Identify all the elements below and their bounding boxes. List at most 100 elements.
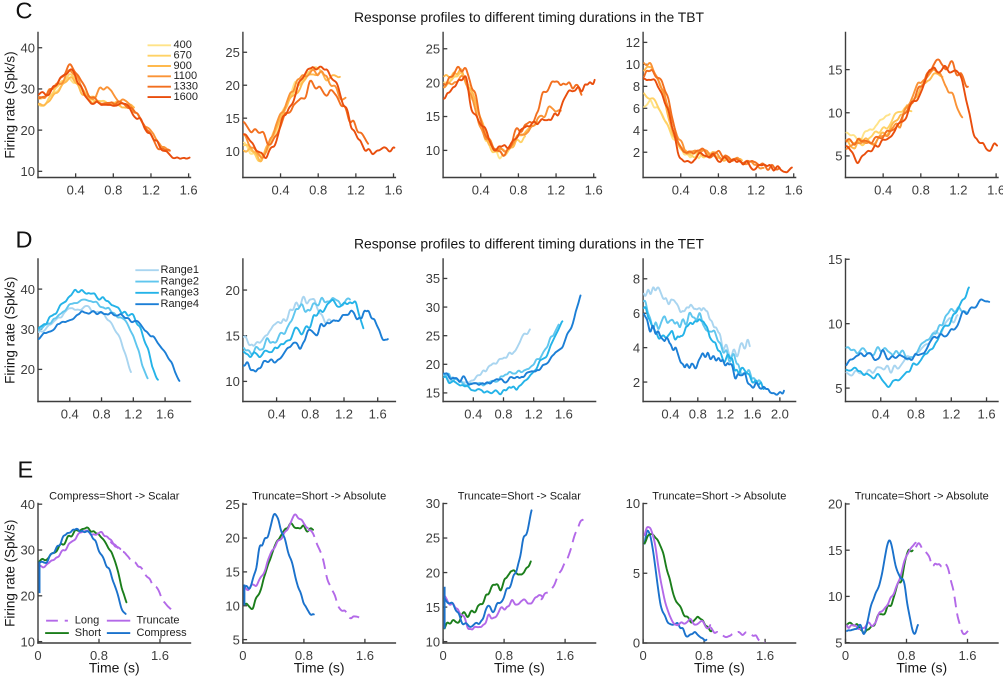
svg-text:10: 10 [225,144,239,159]
svg-text:Firing rate (Spk/s): Firing rate (Spk/s) [2,520,17,627]
svg-text:0.8: 0.8 [495,648,513,663]
svg-text:8: 8 [633,79,640,94]
svg-text:5: 5 [835,381,842,396]
svg-text:8: 8 [633,272,640,287]
svg-text:D: D [16,227,33,253]
svg-text:1.6: 1.6 [585,182,603,197]
svg-text:40: 40 [21,40,35,55]
svg-text:2: 2 [633,375,640,390]
svg-text:1.2: 1.2 [747,182,765,197]
svg-text:Truncate: Truncate [137,615,180,627]
svg-text:Truncate=Short -> Absolute: Truncate=Short -> Absolute [855,490,989,502]
svg-text:20: 20 [21,589,35,604]
svg-text:12: 12 [626,35,640,50]
svg-text:0.8: 0.8 [509,182,527,197]
svg-text:1100: 1100 [174,70,198,82]
svg-text:1.2: 1.2 [347,182,365,197]
svg-text:20: 20 [828,497,842,512]
svg-text:1.2: 1.2 [942,406,960,421]
svg-text:0.8: 0.8 [695,648,713,663]
svg-text:0: 0 [842,648,849,663]
svg-text:20: 20 [21,362,35,377]
svg-text:Truncate=Short -> Scalar: Truncate=Short -> Scalar [458,490,581,502]
svg-text:15: 15 [426,109,440,124]
svg-text:Time (s): Time (s) [294,660,345,676]
svg-text:30: 30 [426,496,440,511]
svg-text:C: C [16,0,33,24]
svg-text:0.8: 0.8 [689,406,707,421]
svg-text:0.8: 0.8 [912,182,930,197]
svg-text:10: 10 [225,374,239,389]
svg-text:0.4: 0.4 [472,182,490,197]
svg-text:Firing rate (Spk/s): Firing rate (Spk/s) [2,277,17,384]
svg-text:15: 15 [225,328,239,343]
svg-text:0.8: 0.8 [907,406,925,421]
svg-text:0.8: 0.8 [301,406,319,421]
svg-text:Range3: Range3 [161,287,200,299]
svg-text:25: 25 [426,328,440,343]
svg-text:0: 0 [639,648,646,663]
svg-text:0.4: 0.4 [464,406,482,421]
svg-text:1330: 1330 [174,81,198,93]
svg-text:15: 15 [426,386,440,401]
svg-text:1.6: 1.6 [356,648,374,663]
svg-text:Time (s): Time (s) [89,660,140,676]
svg-text:Response profiles to different: Response profiles to different timing du… [354,9,705,25]
svg-text:0.4: 0.4 [874,182,892,197]
svg-text:25: 25 [225,45,239,60]
svg-text:30: 30 [21,322,35,337]
svg-text:15: 15 [225,565,239,580]
svg-text:20: 20 [225,78,239,93]
svg-text:4: 4 [633,123,640,138]
svg-text:Range2: Range2 [161,275,200,287]
svg-text:1.2: 1.2 [547,182,565,197]
svg-text:Short: Short [75,627,101,639]
svg-text:5: 5 [633,566,640,581]
svg-text:0.8: 0.8 [494,406,512,421]
svg-text:0.8: 0.8 [897,648,915,663]
svg-text:0.4: 0.4 [268,406,286,421]
svg-text:0.4: 0.4 [272,182,290,197]
svg-text:0: 0 [633,636,640,651]
svg-text:40: 40 [21,282,35,297]
svg-text:10: 10 [426,634,440,649]
svg-text:6: 6 [633,306,640,321]
svg-text:900: 900 [174,60,192,72]
svg-text:0.4: 0.4 [872,406,890,421]
svg-text:5: 5 [835,635,842,650]
svg-text:0: 0 [439,648,446,663]
svg-text:15: 15 [225,111,239,126]
svg-text:Time (s): Time (s) [694,660,745,676]
svg-text:1.2: 1.2 [525,406,543,421]
svg-text:10: 10 [225,598,239,613]
svg-text:10: 10 [426,143,440,158]
svg-text:1.6: 1.6 [156,406,174,421]
svg-text:20: 20 [426,75,440,90]
svg-text:1.6: 1.6 [978,406,996,421]
svg-text:1.2: 1.2 [949,182,967,197]
svg-text:Response profiles to different: Response profiles to different timing du… [354,236,705,252]
svg-text:1.6: 1.6 [180,182,198,197]
svg-text:Truncate=Short -> Absolute: Truncate=Short -> Absolute [252,490,386,502]
svg-text:1.2: 1.2 [335,406,353,421]
svg-text:25: 25 [426,41,440,56]
svg-text:4: 4 [633,340,640,355]
svg-text:15: 15 [828,62,842,77]
svg-text:1.6: 1.6 [555,406,573,421]
svg-text:35: 35 [426,271,440,286]
svg-text:1.2: 1.2 [142,182,160,197]
svg-text:20: 20 [225,283,239,298]
svg-text:Truncate=Short -> Absolute: Truncate=Short -> Absolute [652,490,786,502]
svg-text:2: 2 [633,145,640,160]
svg-text:0.4: 0.4 [661,406,679,421]
svg-text:1.6: 1.6 [743,406,761,421]
svg-text:10: 10 [828,105,842,120]
svg-text:6: 6 [633,101,640,116]
svg-text:15: 15 [426,600,440,615]
svg-text:1.6: 1.6 [556,648,574,663]
svg-text:Time (s): Time (s) [896,660,947,676]
svg-text:10: 10 [626,496,640,511]
svg-text:5: 5 [233,632,240,647]
svg-text:Long: Long [75,615,99,627]
svg-text:20: 20 [426,357,440,372]
